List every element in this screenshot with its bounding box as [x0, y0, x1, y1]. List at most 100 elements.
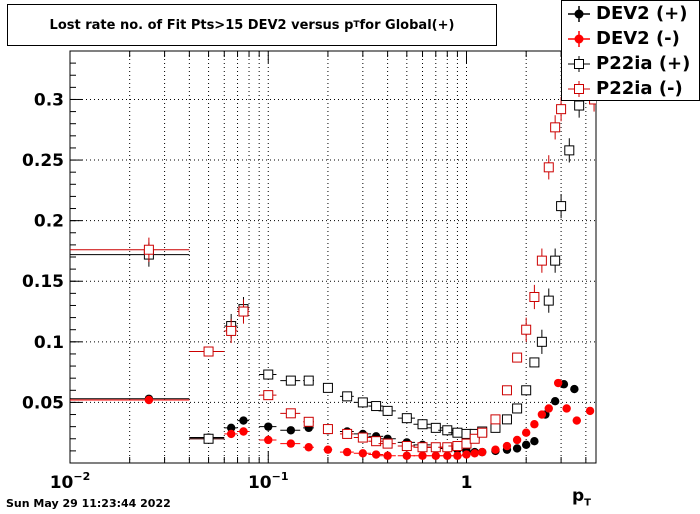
data-point	[382, 438, 393, 449]
data-point	[358, 449, 368, 458]
data-point	[543, 295, 554, 306]
x-axis-title: pT	[572, 486, 591, 509]
data-point	[203, 346, 214, 357]
data-point	[550, 397, 560, 406]
data-point	[564, 145, 575, 156]
y-tick-label: 0.05	[22, 393, 64, 413]
data-point	[570, 384, 579, 394]
data-point	[417, 442, 428, 453]
data-point	[239, 427, 248, 436]
data-point	[536, 336, 547, 347]
data-point	[286, 439, 296, 448]
legend-entry-p22ia-plus: P22ia (+)	[562, 52, 700, 76]
data-point	[550, 255, 561, 266]
data-point	[382, 405, 393, 416]
data-point	[521, 440, 531, 450]
data-point	[226, 325, 237, 336]
legend-marker-dev2-minus	[568, 31, 590, 47]
data-point	[553, 378, 563, 388]
y-tick-label: 0.25	[22, 151, 64, 171]
legend-entry-dev2-minus: DEV2 (-)	[562, 27, 700, 51]
data-point	[323, 445, 333, 454]
data-point	[322, 424, 333, 435]
chart-title: Lost rate no. of Fit Pts>15 DEV2 versus …	[7, 4, 497, 46]
data-point	[342, 447, 352, 457]
data-point	[530, 420, 539, 429]
title-main: Lost rate no. of Fit Pts>15 DEV2 versus …	[49, 17, 354, 33]
data-point	[357, 432, 368, 443]
data-point	[543, 162, 554, 173]
data-point	[556, 201, 567, 212]
data-point	[264, 435, 273, 445]
y-tick-label: 0.3	[34, 90, 64, 110]
data-point	[502, 441, 512, 451]
data-point	[303, 375, 314, 386]
data-point	[402, 451, 412, 460]
data-point	[226, 429, 236, 439]
data-point	[470, 449, 479, 458]
legend-label-p22ia-plus: P22ia (+)	[596, 53, 691, 74]
y-tick-label: 0.1	[34, 333, 64, 353]
data-point	[342, 428, 353, 439]
data-point	[585, 406, 595, 416]
data-point	[529, 357, 540, 368]
data-point	[544, 404, 553, 413]
data-point	[371, 401, 382, 412]
data-marks	[70, 53, 596, 460]
data-point	[286, 426, 296, 435]
data-point	[572, 416, 581, 425]
title-subscript: T	[353, 20, 360, 30]
data-point	[501, 414, 512, 425]
data-point	[461, 428, 472, 439]
data-point	[530, 436, 539, 446]
data-point	[263, 390, 274, 401]
data-point	[430, 422, 441, 433]
series-3	[70, 53, 596, 453]
legend-label-p22ia-minus: P22ia (-)	[596, 78, 683, 99]
data-point	[442, 442, 453, 453]
data-point	[401, 413, 412, 424]
data-point	[239, 416, 248, 425]
data-point	[452, 427, 463, 438]
x-tick-label: 10−1	[248, 470, 289, 493]
data-point	[143, 244, 154, 255]
data-point	[238, 306, 249, 317]
legend-marker-dev2-plus	[568, 6, 590, 22]
data-point	[536, 255, 547, 266]
data-point	[342, 391, 353, 402]
data-point	[550, 122, 561, 133]
data-point	[477, 447, 487, 457]
data-point	[512, 403, 523, 414]
data-point	[512, 444, 522, 453]
data-point	[521, 324, 532, 335]
legend-label-dev2-plus: DEV2 (+)	[596, 3, 688, 24]
data-point	[537, 410, 547, 419]
data-point	[322, 382, 333, 393]
data-point	[462, 450, 471, 459]
grid	[69, 51, 596, 463]
data-point	[304, 443, 313, 452]
data-point	[357, 397, 368, 408]
data-point	[490, 422, 501, 433]
legend: DEV2 (+) DEV2 (-) P22ia (+) P22ia (-)	[561, 0, 700, 101]
data-point	[226, 423, 236, 433]
data-point	[417, 419, 428, 430]
x-tick-label: 10−2	[50, 470, 91, 493]
data-point	[461, 438, 472, 449]
data-point	[203, 433, 214, 444]
timestamp: Sun May 29 11:23:44 2022	[6, 497, 171, 510]
title-suffix: for Global(+)	[359, 17, 455, 33]
data-point	[285, 375, 296, 386]
data-point	[556, 104, 567, 115]
x-tick-label: 1	[461, 473, 473, 493]
data-point	[562, 404, 571, 413]
y-tick-label: 0.15	[22, 272, 64, 292]
data-point	[401, 441, 412, 452]
legend-entry-p22ia-minus: P22ia (-)	[562, 77, 700, 101]
data-point	[529, 291, 540, 302]
data-point	[477, 427, 488, 438]
legend-label-dev2-minus: DEV2 (-)	[596, 28, 680, 49]
data-point	[574, 100, 585, 111]
data-point	[144, 395, 154, 405]
